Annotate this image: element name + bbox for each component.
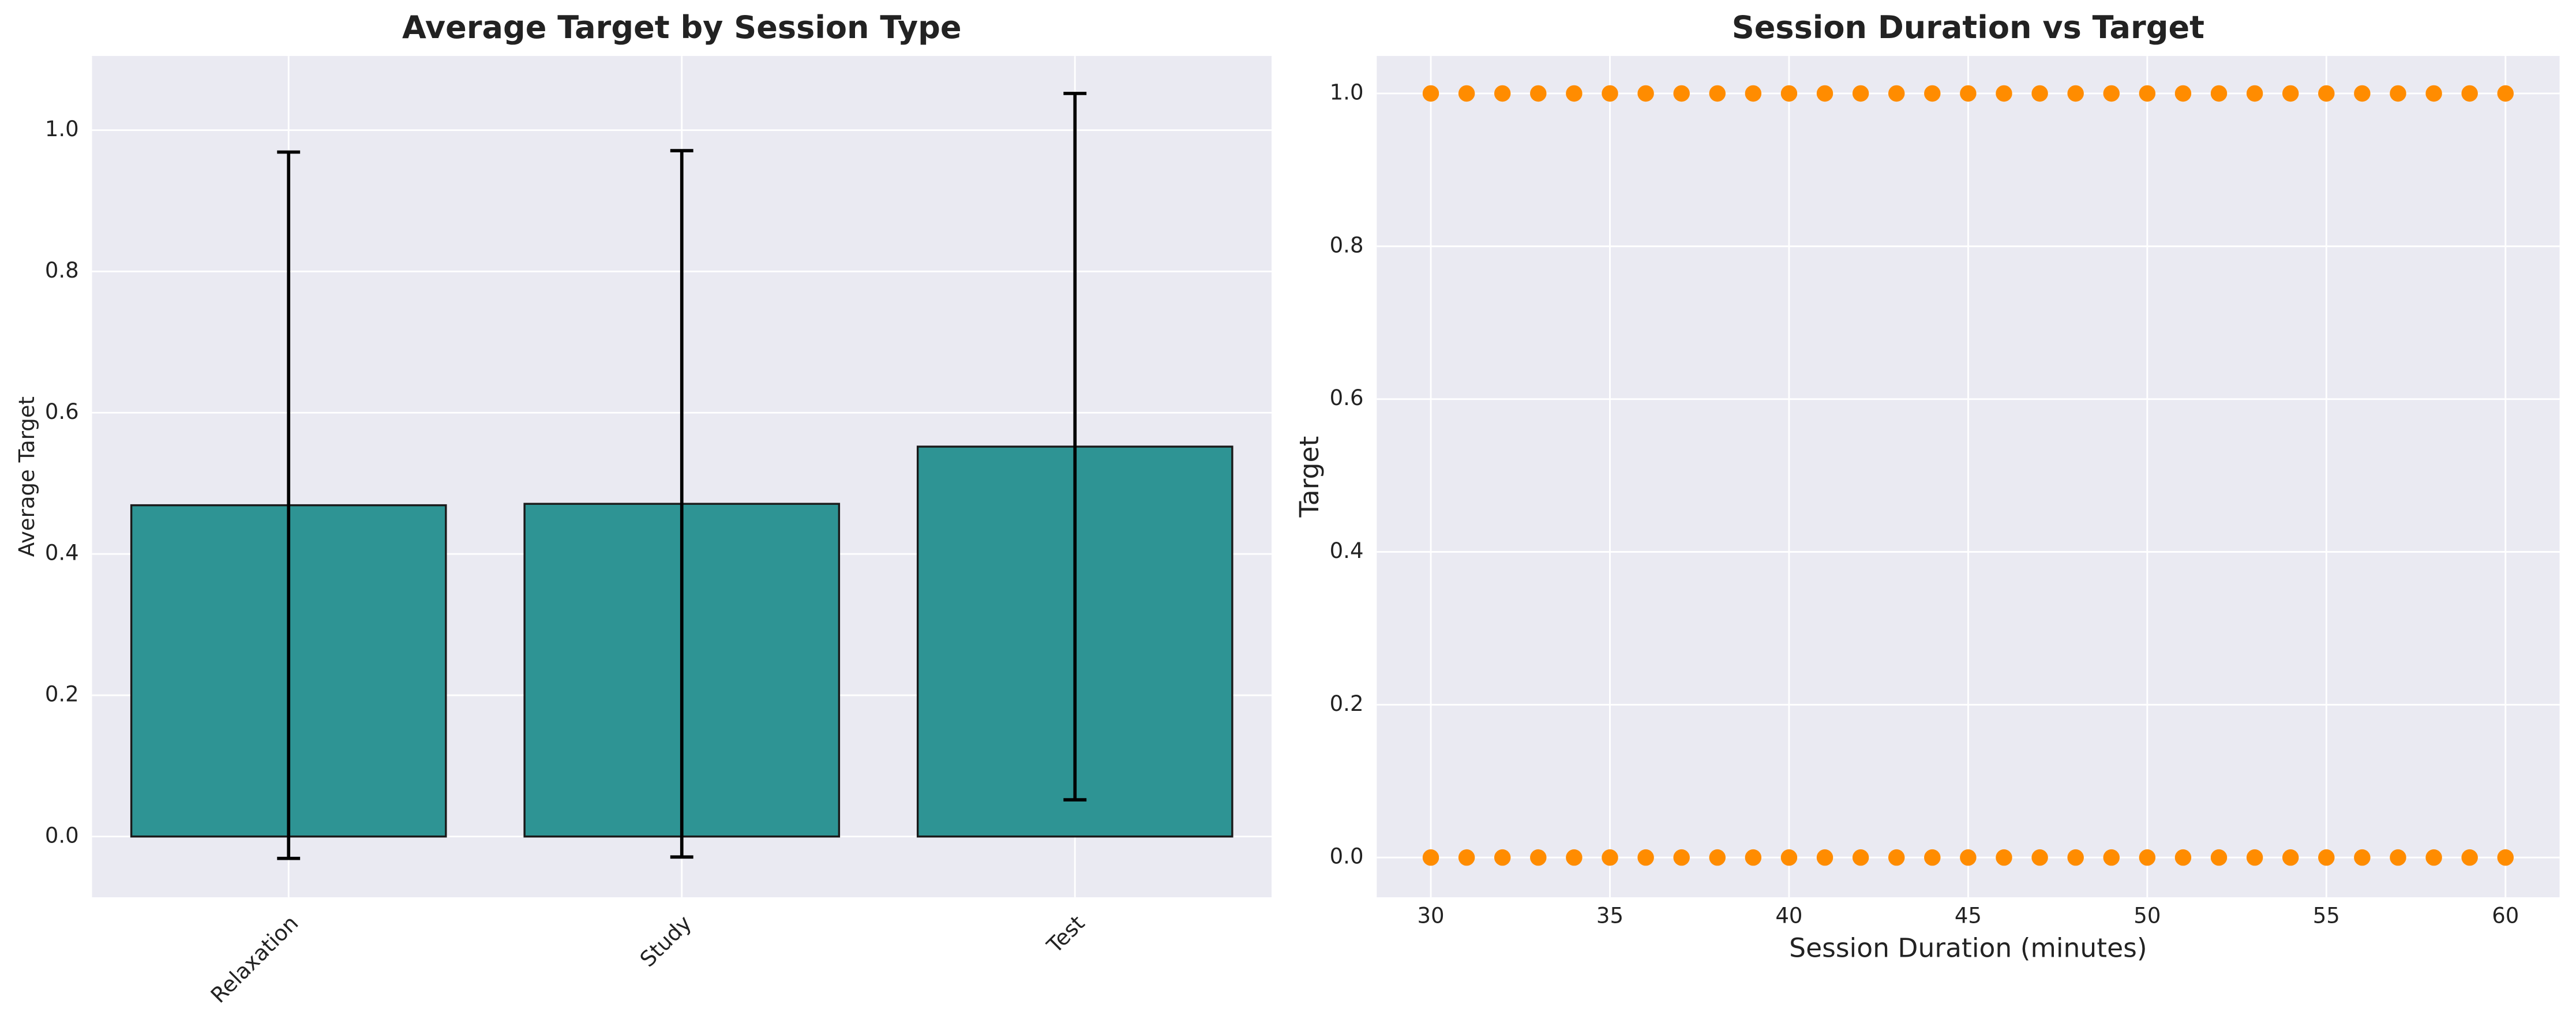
point xyxy=(2103,849,2120,866)
point xyxy=(2354,849,2371,866)
point xyxy=(1745,849,1762,866)
point xyxy=(1816,849,1833,866)
y-tick-label: 0.4 xyxy=(1330,538,1364,563)
point xyxy=(2246,849,2263,866)
point xyxy=(2210,849,2228,866)
x-tick-label: Test xyxy=(1042,911,1090,958)
point xyxy=(1745,85,1762,102)
point xyxy=(1494,849,1511,866)
point xyxy=(1530,849,1547,866)
point xyxy=(1637,85,1654,102)
point xyxy=(2174,849,2192,866)
y-tick-label: 1.0 xyxy=(1330,80,1364,104)
y-tick-label: 0.0 xyxy=(45,823,79,848)
point xyxy=(1458,85,1475,102)
point xyxy=(2067,849,2084,866)
point xyxy=(2497,85,2514,102)
y-tick-label: 0.2 xyxy=(1330,691,1364,716)
point xyxy=(2282,85,2299,102)
x-tick-label: 40 xyxy=(1775,904,1802,928)
point xyxy=(1852,85,1869,102)
y-axis-label: Average Target xyxy=(14,396,39,557)
point xyxy=(2318,85,2335,102)
point xyxy=(2139,85,2156,102)
x-axis-label: Session Duration (minutes) xyxy=(1789,933,2147,964)
point xyxy=(2390,849,2406,866)
point xyxy=(1709,849,1726,866)
y-tick-label: 0.6 xyxy=(45,399,79,424)
point xyxy=(1924,849,1941,866)
chart-title: Average Target by Session Type xyxy=(402,9,962,46)
point xyxy=(2461,849,2478,866)
point xyxy=(2425,85,2442,102)
point xyxy=(2031,85,2048,102)
x-tick-label: 45 xyxy=(1955,904,1982,928)
point xyxy=(1566,85,1583,102)
point xyxy=(1566,849,1583,866)
point xyxy=(2103,85,2120,102)
x-tick-label: 30 xyxy=(1417,904,1444,928)
point xyxy=(2390,85,2406,102)
x-tick-label: Study xyxy=(635,911,696,972)
point xyxy=(1673,849,1690,866)
point xyxy=(1960,85,1977,102)
point xyxy=(1996,85,2012,102)
point xyxy=(2067,85,2084,102)
point xyxy=(2318,849,2335,866)
x-tick-label: 50 xyxy=(2133,904,2161,928)
point xyxy=(1780,85,1798,102)
y-tick-label: 1.0 xyxy=(45,117,79,141)
y-tick-label: 0.2 xyxy=(45,681,79,706)
point xyxy=(1960,849,1977,866)
point xyxy=(2210,85,2228,102)
point xyxy=(1602,849,1618,866)
x-tick-label: Relaxation xyxy=(206,911,303,1007)
y-tick-label: 0.0 xyxy=(1330,844,1364,869)
point xyxy=(1816,85,1833,102)
point xyxy=(1888,85,1905,102)
y-tick-label: 0.6 xyxy=(1330,385,1364,410)
x-tick-label: 60 xyxy=(2492,904,2519,928)
point xyxy=(2461,85,2478,102)
point xyxy=(1780,849,1798,866)
y-axis-label: Target xyxy=(1294,436,1325,518)
point xyxy=(1924,85,1941,102)
point xyxy=(2031,849,2048,866)
point xyxy=(1422,849,1439,866)
point xyxy=(2425,849,2442,866)
y-tick-label: 0.8 xyxy=(1330,233,1364,257)
point xyxy=(2282,849,2299,866)
point xyxy=(2497,849,2514,866)
x-tick-label: 35 xyxy=(1596,904,1623,928)
point xyxy=(1852,849,1869,866)
chart-title: Session Duration vs Target xyxy=(1732,9,2204,46)
point xyxy=(1673,85,1690,102)
point xyxy=(1637,849,1654,866)
point xyxy=(1422,85,1439,102)
point xyxy=(1888,849,1905,866)
y-tick-label: 0.4 xyxy=(45,541,79,565)
point xyxy=(2174,85,2192,102)
x-tick-label: 55 xyxy=(2313,904,2340,928)
point xyxy=(2354,85,2371,102)
point xyxy=(1458,849,1475,866)
point xyxy=(1996,849,2012,866)
point xyxy=(2139,849,2156,866)
point xyxy=(2246,85,2263,102)
point xyxy=(1494,85,1511,102)
point xyxy=(1530,85,1547,102)
point xyxy=(1709,85,1726,102)
y-tick-label: 0.8 xyxy=(45,258,79,283)
point xyxy=(1602,85,1618,102)
